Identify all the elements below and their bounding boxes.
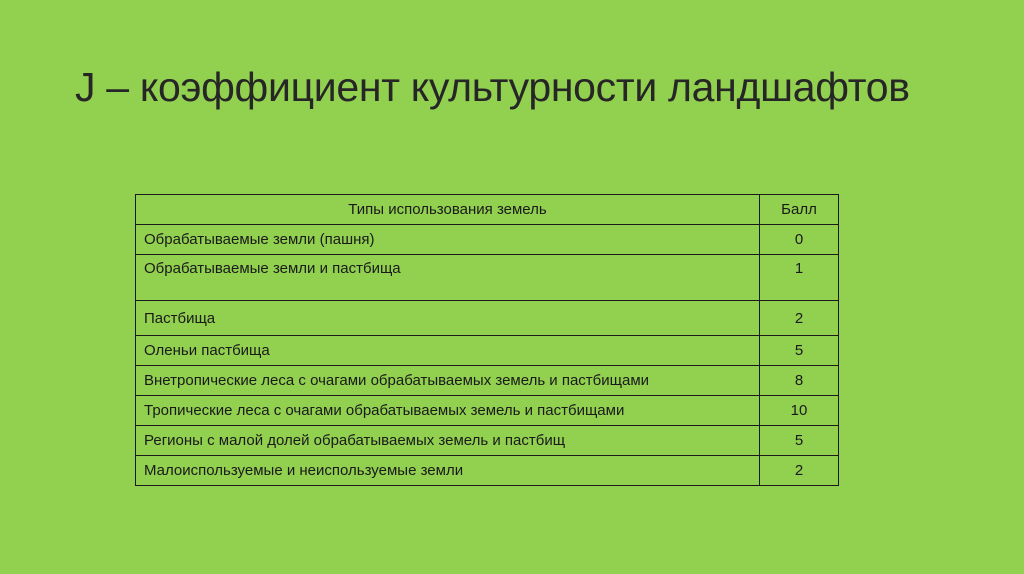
table-row: Малоиспользуемые и неиспользуемые земли …: [135, 455, 839, 486]
score: 10: [759, 395, 839, 426]
score: 2: [759, 455, 839, 486]
header-land-use-type: Типы использования земель: [135, 194, 760, 225]
header-score: Балл: [759, 194, 839, 225]
score: 1: [759, 254, 839, 301]
land-use-type: Пастбища: [135, 300, 760, 336]
slide-title: J – коэффициент культурности ландшафтов: [75, 64, 910, 110]
land-use-type: Обрабатываемые земли и пастбища: [135, 254, 760, 301]
land-use-type: Регионы с малой долей обрабатываемых зем…: [135, 425, 760, 456]
land-use-type: Малоиспользуемые и неиспользуемые земли: [135, 455, 760, 486]
land-use-type: Тропические леса с очагами обрабатываемы…: [135, 395, 760, 426]
table-row: Пастбища 2: [135, 300, 839, 336]
score: 8: [759, 365, 839, 396]
score: 2: [759, 300, 839, 336]
table-row: Регионы с малой долей обрабатываемых зем…: [135, 425, 839, 456]
land-use-table: Типы использования земель Балл Обрабатыв…: [135, 194, 839, 486]
score: 0: [759, 224, 839, 255]
table-row: Обрабатываемые земли и пастбища 1: [135, 254, 839, 301]
score: 5: [759, 335, 839, 366]
land-use-type: Обрабатываемые земли (пашня): [135, 224, 760, 255]
table-row: Оленьи пастбища 5: [135, 335, 839, 366]
table-header-row: Типы использования земель Балл: [135, 194, 839, 225]
land-use-type: Внетропические леса с очагами обрабатыва…: [135, 365, 760, 396]
table-row: Внетропические леса с очагами обрабатыва…: [135, 365, 839, 396]
table-row: Обрабатываемые земли (пашня) 0: [135, 224, 839, 255]
score: 5: [759, 425, 839, 456]
table-row: Тропические леса с очагами обрабатываемы…: [135, 395, 839, 426]
land-use-type: Оленьи пастбища: [135, 335, 760, 366]
